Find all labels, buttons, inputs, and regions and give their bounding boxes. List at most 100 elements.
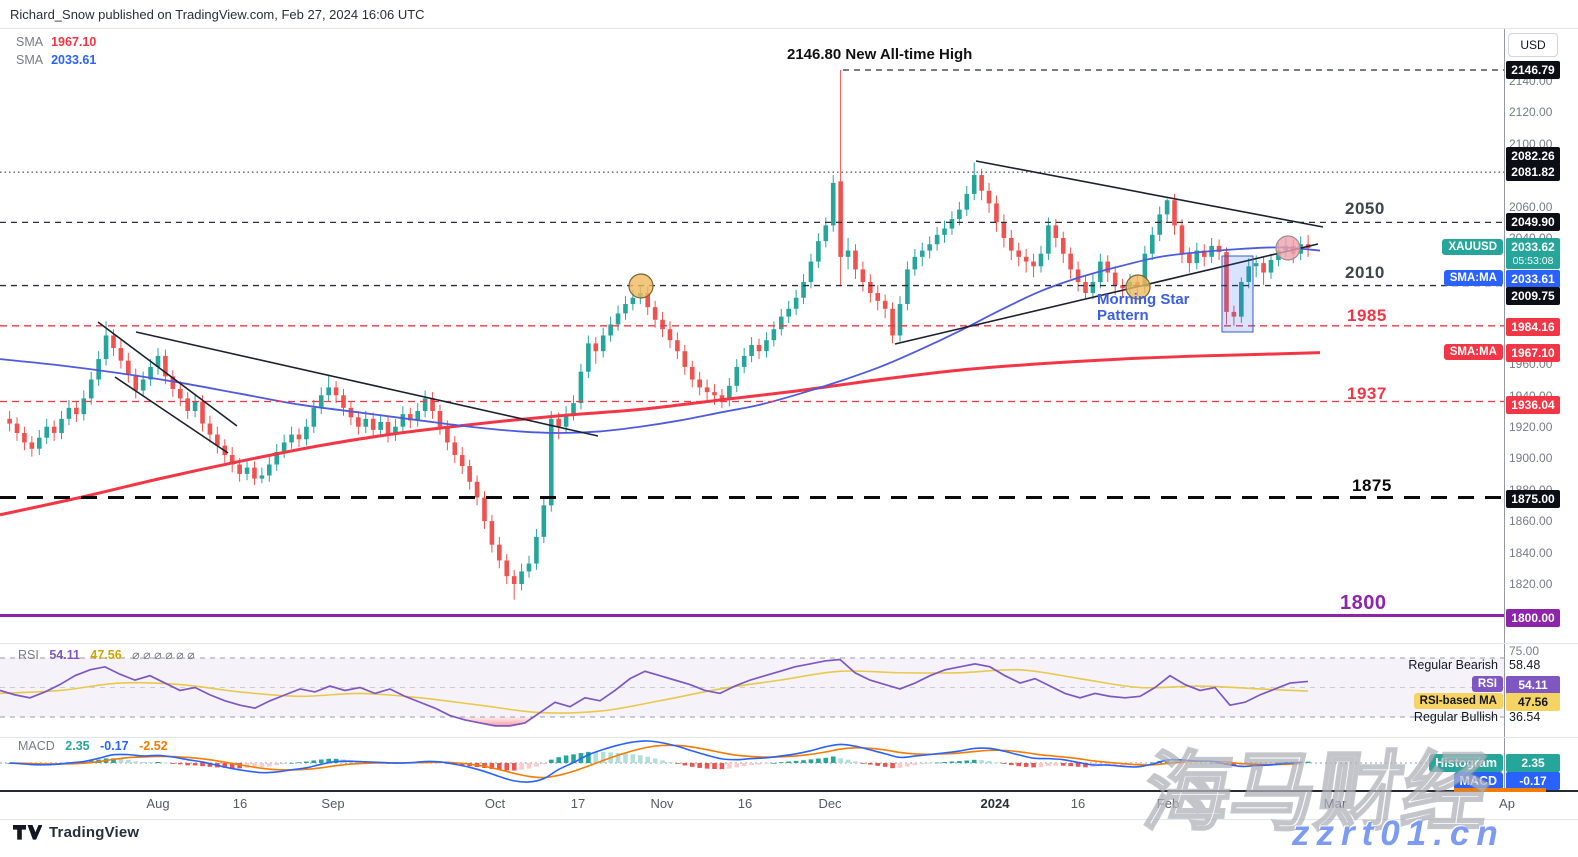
macd-signal-line[interactable] xyxy=(9,744,1301,779)
trendline-4[interactable] xyxy=(975,160,1324,228)
macd-histogram-bar xyxy=(1164,759,1170,763)
macd-histogram-bar xyxy=(919,763,925,765)
macd-histogram-bar xyxy=(1231,763,1237,767)
macd-histogram-bar xyxy=(875,763,881,766)
candle-body xyxy=(422,398,428,411)
sma-200-line[interactable] xyxy=(0,351,1321,517)
time-label-2024: 2024 xyxy=(980,796,1010,811)
candle-body xyxy=(22,433,27,443)
candle-body xyxy=(1179,225,1185,254)
time-label-Ap: Ap xyxy=(1499,796,1515,811)
macd-histogram-bar xyxy=(741,763,747,767)
time-label-17: 17 xyxy=(570,796,586,811)
candle-body xyxy=(994,203,999,223)
highlight-circle-2[interactable] xyxy=(1125,274,1151,300)
candle-body xyxy=(103,335,109,360)
candle-body xyxy=(44,426,49,438)
highlight-circle-1[interactable] xyxy=(628,273,654,299)
candle-body xyxy=(667,329,673,341)
macd-histogram-bar xyxy=(764,763,769,764)
rsi-ma-line[interactable] xyxy=(0,668,1309,714)
candle-body xyxy=(563,414,569,427)
axis-tag-1984.16: 1984.16 xyxy=(1506,318,1560,336)
macd-histogram-bar xyxy=(185,763,190,766)
macd-histogram-bar xyxy=(949,761,955,763)
time-axis[interactable]: Aug 16 Sep Oct 17 Nov 16 Dec 2024 16 Feb Mar Ap xyxy=(0,792,1578,818)
candle-body xyxy=(741,355,747,367)
macd-histogram-bar xyxy=(571,754,576,763)
candle-body xyxy=(845,250,851,257)
rsi-panel-separator[interactable] xyxy=(0,643,1578,644)
candle-body xyxy=(1075,269,1081,283)
rsi-divergence-zeros: ⌀ ⌀ ⌀ ⌀ ⌀ ⌀ xyxy=(132,648,195,662)
macd-legend[interactable]: MACD 2.35 -0.17 -2.52 xyxy=(18,739,168,753)
candle-body xyxy=(1239,282,1244,317)
macd-histogram-bar xyxy=(942,761,947,763)
macd-histogram-bar xyxy=(860,763,866,764)
price-tick-1860.00: 1860.00 xyxy=(1509,514,1553,528)
candle-body xyxy=(1009,237,1014,251)
macd-histogram-bar xyxy=(459,763,465,766)
candle-body xyxy=(971,175,977,194)
macd-line[interactable] xyxy=(9,740,1301,783)
candle-body xyxy=(111,335,116,349)
macd-panel-separator[interactable] xyxy=(0,737,1578,738)
macd-histogram-bar xyxy=(1075,763,1081,767)
trendline-5[interactable] xyxy=(894,243,1319,345)
tradingview-logo-icon[interactable] xyxy=(12,824,42,841)
candle-body xyxy=(838,181,843,257)
candle-body xyxy=(571,403,576,415)
candle-body xyxy=(378,421,383,430)
candle-body xyxy=(200,401,205,424)
candle-body xyxy=(170,376,176,389)
candle-body xyxy=(51,426,57,434)
macd-histogram-bar xyxy=(1031,763,1036,768)
rsi-line[interactable] xyxy=(0,658,1309,727)
macd-histogram-bar xyxy=(897,763,903,768)
price-tick-1920.00: 1920.00 xyxy=(1509,420,1553,434)
rsi-legend[interactable]: RSI 54.11 47.56 ⌀ ⌀ ⌀ ⌀ ⌀ ⌀ xyxy=(18,647,195,662)
sma-50-legend[interactable]: SMA 2033.61 xyxy=(16,51,96,69)
macd-histogram-bar xyxy=(934,762,940,764)
candle-body xyxy=(860,269,866,283)
morning-star-box[interactable] xyxy=(1221,255,1254,333)
candle-body xyxy=(36,437,42,449)
currency-button[interactable]: USD xyxy=(1508,33,1558,57)
level-label-2050: 2050 xyxy=(1345,199,1385,218)
candle-body xyxy=(148,366,153,380)
macd-histogram-bar xyxy=(237,763,242,769)
highlight-circle-3[interactable] xyxy=(1275,235,1301,261)
sma-200-legend[interactable]: SMA 1967.10 xyxy=(16,33,96,51)
trendline-2[interactable] xyxy=(114,376,229,454)
header-separator xyxy=(0,28,1578,29)
macd-histogram-bar xyxy=(882,763,888,767)
sma-50-label: SMA xyxy=(16,53,44,67)
candle-body xyxy=(296,434,302,440)
candle-body xyxy=(957,209,962,220)
macd-histogram-bar xyxy=(660,760,665,763)
macd-histogram-bar xyxy=(734,763,740,768)
candle-body xyxy=(934,234,940,245)
candle-body xyxy=(1046,225,1051,254)
candle-body xyxy=(548,418,554,506)
macd-histogram-bar xyxy=(267,763,272,767)
candle-body xyxy=(1194,250,1200,264)
rsi-ma-legend-value: 47.56 xyxy=(90,648,122,662)
footer: TradingView xyxy=(12,824,139,841)
trendline-3[interactable] xyxy=(135,331,599,437)
candle-body xyxy=(623,304,628,314)
macd-histogram-bar xyxy=(971,759,977,763)
macd-legend-label: MACD xyxy=(18,739,55,753)
axis-tag-1967.10: 1967.10 xyxy=(1506,344,1560,362)
candle-body xyxy=(534,536,539,564)
candle-body xyxy=(593,343,599,352)
time-label-16: 16 xyxy=(737,796,753,811)
axis-tag-2081.82: 2081.82 xyxy=(1506,163,1560,181)
tradingview-brand-text[interactable]: TradingView xyxy=(49,824,140,841)
macd-histogram-bar xyxy=(497,763,502,770)
trendline-1[interactable] xyxy=(97,321,238,427)
candle-body xyxy=(400,414,406,427)
candle-body xyxy=(875,293,881,301)
sma-50-line[interactable] xyxy=(0,246,1321,434)
